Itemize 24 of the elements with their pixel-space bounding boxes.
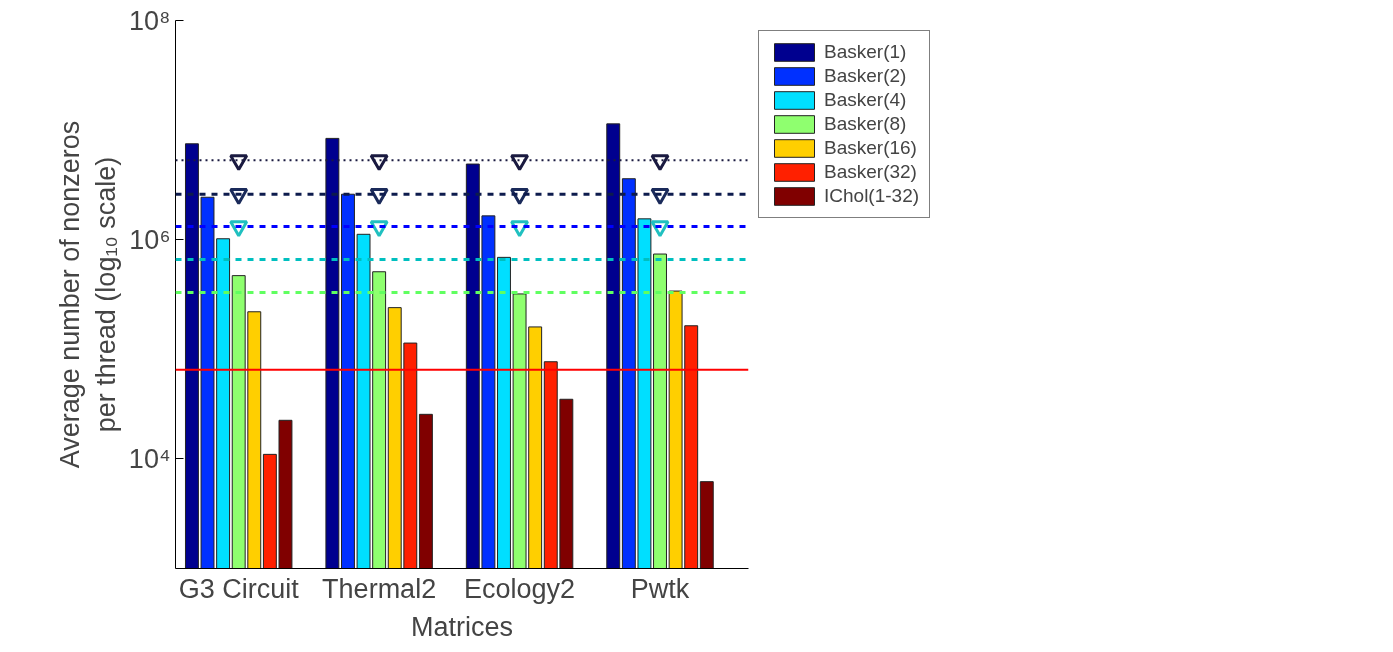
x-tick-label: Pwtk (630, 573, 690, 604)
legend-label: Basker(32) (824, 161, 917, 183)
y-tick-label: 10⁴ (128, 443, 171, 474)
y-tick-label: 10⁶ (129, 224, 171, 255)
legend-label: Basker(8) (824, 113, 907, 135)
legend-label: Basker(1) (824, 41, 907, 63)
x-tick-label: Ecology2 (464, 573, 576, 604)
point (510, 154, 530, 172)
x-tick-label: G3 Circuit (178, 573, 300, 604)
legend-label: IChol(1-32) (824, 185, 920, 207)
y-tick-label: 10⁸ (129, 5, 171, 36)
legend-label: Basker(4) (824, 89, 907, 111)
legend-label: Basker(16) (824, 137, 917, 159)
point (369, 154, 389, 172)
point (229, 220, 249, 238)
x-tick-label: Thermal2 (322, 573, 437, 604)
point (650, 154, 670, 172)
point (229, 188, 249, 205)
x-axis-title: Matrices (410, 611, 514, 642)
point (650, 220, 670, 238)
y-axis-title: Average number of nonzeros per thread (log₁₀ scale) (54, 120, 121, 469)
point (650, 188, 670, 205)
legend-label: Basker(2) (824, 65, 907, 87)
point (229, 154, 249, 172)
